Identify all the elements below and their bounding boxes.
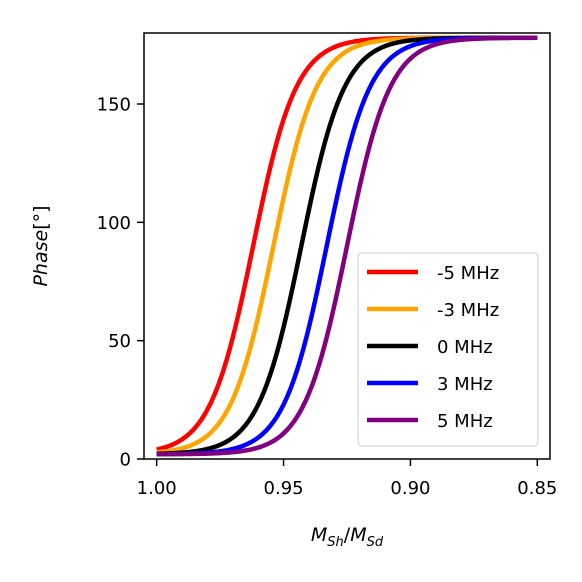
x-axis-label-sep: / xyxy=(344,524,351,546)
y-tick-label: 0 xyxy=(120,450,131,471)
series-layer xyxy=(156,35,538,457)
legend-label: 5 MHz xyxy=(437,411,493,432)
x-axis-label-m2: M xyxy=(350,524,366,546)
y-axis-ticks: 0 50 100 150 xyxy=(97,95,144,471)
legend-label: -3 MHz xyxy=(437,300,499,321)
y-tick-label: 50 xyxy=(108,331,131,352)
x-axis-label-m1: M xyxy=(311,524,327,546)
x-axis-ticks: 1.00 0.95 0.90 0.85 xyxy=(137,459,557,499)
x-tick-label: 1.00 xyxy=(137,478,177,499)
y-axis-label: Phase[°] xyxy=(30,205,52,286)
y-axis-label-unit: [°] xyxy=(30,205,52,229)
x-axis-label: MSh/MSd xyxy=(311,524,384,550)
legend: -5 MHz -3 MHz 0 MHz 3 MHz 5 MHz xyxy=(357,252,539,447)
x-tick-label: 0.95 xyxy=(264,478,304,499)
legend-label: 3 MHz xyxy=(437,374,493,395)
series-line-4 xyxy=(156,35,538,457)
legend-label: 0 MHz xyxy=(437,337,493,358)
x-axis-label-sub1: Sh xyxy=(327,535,344,550)
x-tick-label: 0.90 xyxy=(390,478,430,499)
y-tick-label: 100 xyxy=(97,213,131,234)
plot-frame xyxy=(143,32,551,460)
y-tick-label: 150 xyxy=(97,95,131,116)
legend-box xyxy=(357,252,539,447)
x-tick-label: 0.85 xyxy=(517,478,557,499)
legend-label: -5 MHz xyxy=(437,263,499,284)
y-axis-label-text: Phase xyxy=(30,230,52,287)
x-axis-label-sub2: Sd xyxy=(367,535,384,550)
